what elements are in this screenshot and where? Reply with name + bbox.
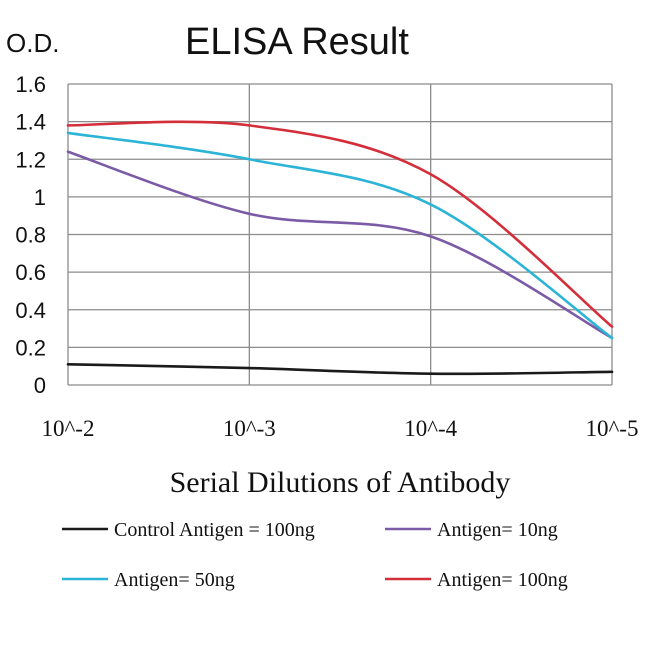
series-line-2	[66, 150, 614, 340]
legend-label-1: Control Antigen = 100ng	[114, 519, 315, 541]
x-tick-label: 10^-5	[586, 416, 639, 441]
legend: Control Antigen = 100ng Antigen= 10ng Anti…	[62, 519, 568, 591]
y-tick-label: 1	[34, 185, 46, 210]
legend-label-3: Antigen= 50ng	[114, 569, 235, 591]
chart-title: ELISA Result	[185, 21, 409, 63]
series-line-1	[66, 363, 614, 376]
y-axis-label: O.D.	[6, 28, 59, 58]
y-tick-label: 0	[34, 373, 46, 398]
y-tick-label: 1.6	[15, 72, 46, 97]
legend-label-2: Antigen= 10ng	[437, 519, 558, 541]
y-tick-label: 0.6	[15, 260, 46, 285]
x-axis-label: Serial Dilutions of Antibody	[170, 466, 511, 499]
legend-label-4: Antigen= 100ng	[437, 569, 568, 591]
y-tick-label: 0.4	[15, 298, 46, 323]
series-line-3	[66, 131, 614, 340]
x-tick-label: 10^-3	[223, 416, 276, 441]
y-tick-label: 0.2	[15, 335, 46, 360]
x-tick-label: 10^-4	[404, 416, 457, 441]
plot-area: 0 0.2 0.4 0.6 0.8 1 1.2 1.4 1.6 10^-2 10^-3 10^-4 10…	[15, 72, 638, 441]
x-tick-label: 10^-2	[42, 416, 95, 441]
y-tick-label: 0.8	[15, 223, 46, 248]
y-tick-label: 1.2	[15, 147, 46, 172]
y-tick-label: 1.4	[15, 110, 46, 135]
series-line-4	[66, 120, 614, 328]
